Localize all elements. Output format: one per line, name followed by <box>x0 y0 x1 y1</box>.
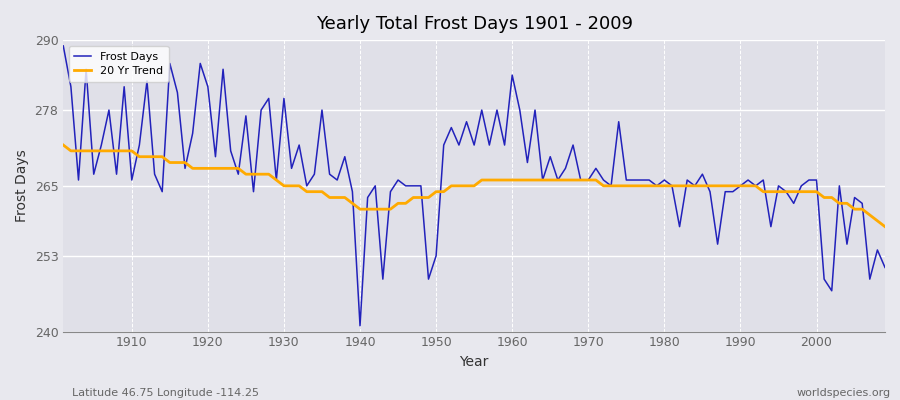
Line: 20 Yr Trend: 20 Yr Trend <box>63 145 885 227</box>
Frost Days <box>332 178 343 182</box>
Y-axis label: Frost Days: Frost Days <box>15 150 29 222</box>
Frost Days <box>879 265 890 270</box>
Title: Yearly Total Frost Days 1901 - 2009: Yearly Total Frost Days 1901 - 2009 <box>316 15 633 33</box>
X-axis label: Year: Year <box>460 355 489 369</box>
Frost Days <box>286 166 297 171</box>
20 Yr Trend <box>598 184 609 188</box>
20 Yr Trend <box>119 148 130 153</box>
Frost Days <box>355 323 365 328</box>
Frost Days <box>515 108 526 112</box>
Frost Days <box>58 44 68 48</box>
Text: Latitude 46.75 Longitude -114.25: Latitude 46.75 Longitude -114.25 <box>72 388 259 398</box>
Frost Days <box>606 184 616 188</box>
Text: worldspecies.org: worldspecies.org <box>796 388 891 398</box>
20 Yr Trend <box>507 178 517 182</box>
Line: Frost Days: Frost Days <box>63 46 885 326</box>
20 Yr Trend <box>286 184 297 188</box>
Frost Days <box>119 84 130 89</box>
20 Yr Trend <box>332 195 343 200</box>
Frost Days <box>507 73 517 78</box>
Legend: Frost Days, 20 Yr Trend: Frost Days, 20 Yr Trend <box>68 46 168 82</box>
20 Yr Trend <box>58 143 68 148</box>
20 Yr Trend <box>879 224 890 229</box>
20 Yr Trend <box>500 178 510 182</box>
